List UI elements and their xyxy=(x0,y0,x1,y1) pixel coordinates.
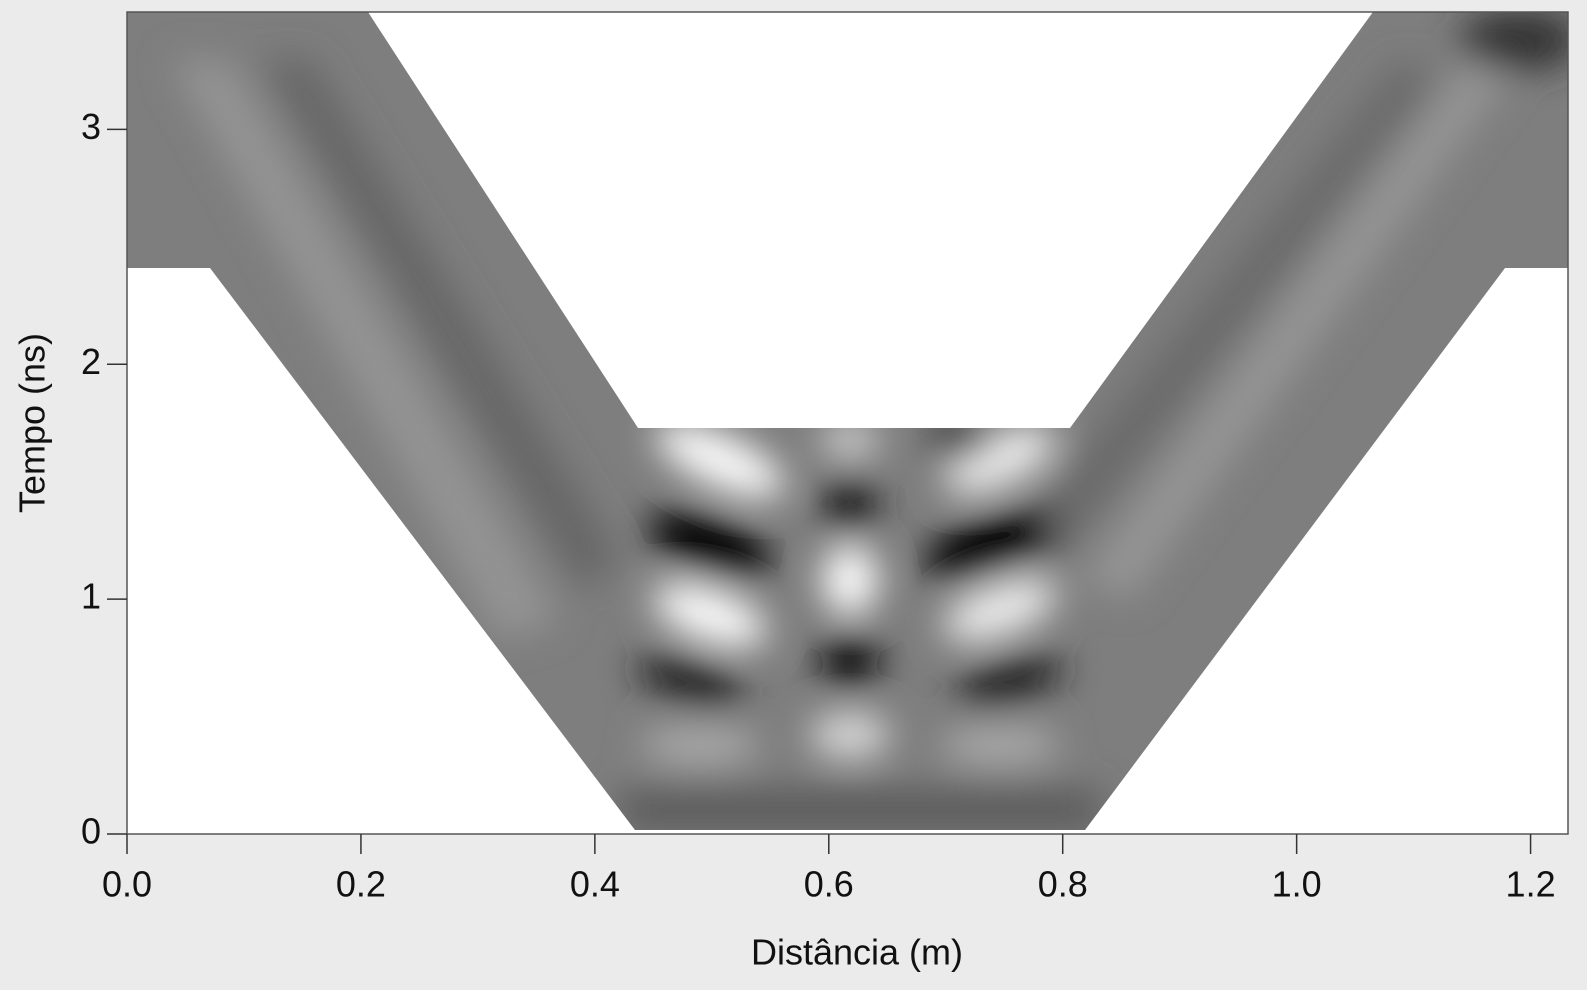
x-tick-label: 0.2 xyxy=(336,864,386,905)
y-tick-label: 3 xyxy=(81,106,101,147)
plot-border xyxy=(126,11,1569,835)
y-tick-label: 0 xyxy=(81,811,101,852)
y-tick-label: 1 xyxy=(81,576,101,617)
x-tick-label: 0.0 xyxy=(102,864,152,905)
x-tick-label: 1.0 xyxy=(1272,864,1322,905)
y-tick-label: 2 xyxy=(81,341,101,382)
x-tick-label: 1.2 xyxy=(1506,864,1556,905)
x-tick-label: 0.4 xyxy=(570,864,620,905)
x-tick-label: 0.6 xyxy=(804,864,854,905)
y-axis-label: Tempo (ns) xyxy=(12,333,53,513)
x-tick-label: 0.8 xyxy=(1038,864,1088,905)
x-axis-label: Distância (m) xyxy=(751,932,963,973)
